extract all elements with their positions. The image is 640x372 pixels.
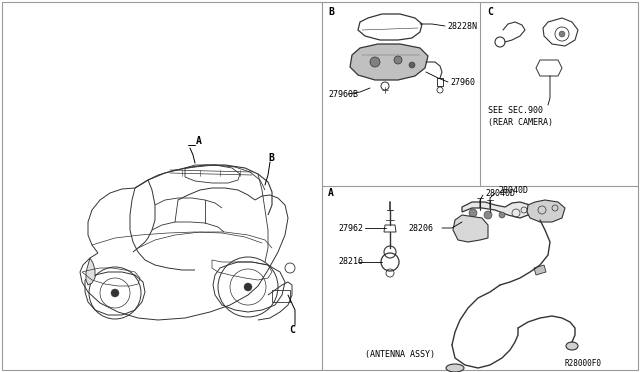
Text: A: A [196, 136, 202, 146]
Text: R28000F0: R28000F0 [565, 359, 602, 368]
Circle shape [394, 56, 402, 64]
Polygon shape [534, 265, 546, 275]
Circle shape [559, 31, 565, 37]
Circle shape [469, 209, 477, 217]
Polygon shape [527, 200, 565, 222]
Text: 27960B: 27960B [328, 90, 358, 99]
Text: SEE SEC.900: SEE SEC.900 [488, 106, 543, 115]
Text: C: C [289, 325, 295, 335]
Circle shape [244, 283, 252, 291]
Text: C: C [487, 7, 493, 17]
Text: B: B [328, 7, 334, 17]
Text: 28206: 28206 [408, 224, 433, 232]
Text: 28040D: 28040D [485, 189, 515, 198]
Text: (REAR CAMERA): (REAR CAMERA) [488, 118, 553, 126]
Ellipse shape [446, 364, 464, 372]
Polygon shape [462, 202, 532, 218]
Circle shape [409, 62, 415, 68]
Text: B: B [268, 153, 274, 163]
Text: A: A [328, 188, 334, 198]
Polygon shape [350, 44, 428, 80]
Polygon shape [453, 215, 488, 242]
Text: 28040D: 28040D [498, 186, 528, 195]
Circle shape [499, 212, 505, 218]
Text: 28216: 28216 [338, 257, 363, 266]
Circle shape [370, 57, 380, 67]
Polygon shape [86, 258, 95, 285]
Text: 27962: 27962 [338, 224, 363, 232]
Text: 28228N: 28228N [447, 22, 477, 31]
Text: 27960: 27960 [450, 77, 475, 87]
Text: (ANTENNA ASSY): (ANTENNA ASSY) [365, 350, 435, 359]
Ellipse shape [566, 342, 578, 350]
Circle shape [484, 211, 492, 219]
Circle shape [111, 289, 119, 297]
Bar [272, 290, 290, 302]
